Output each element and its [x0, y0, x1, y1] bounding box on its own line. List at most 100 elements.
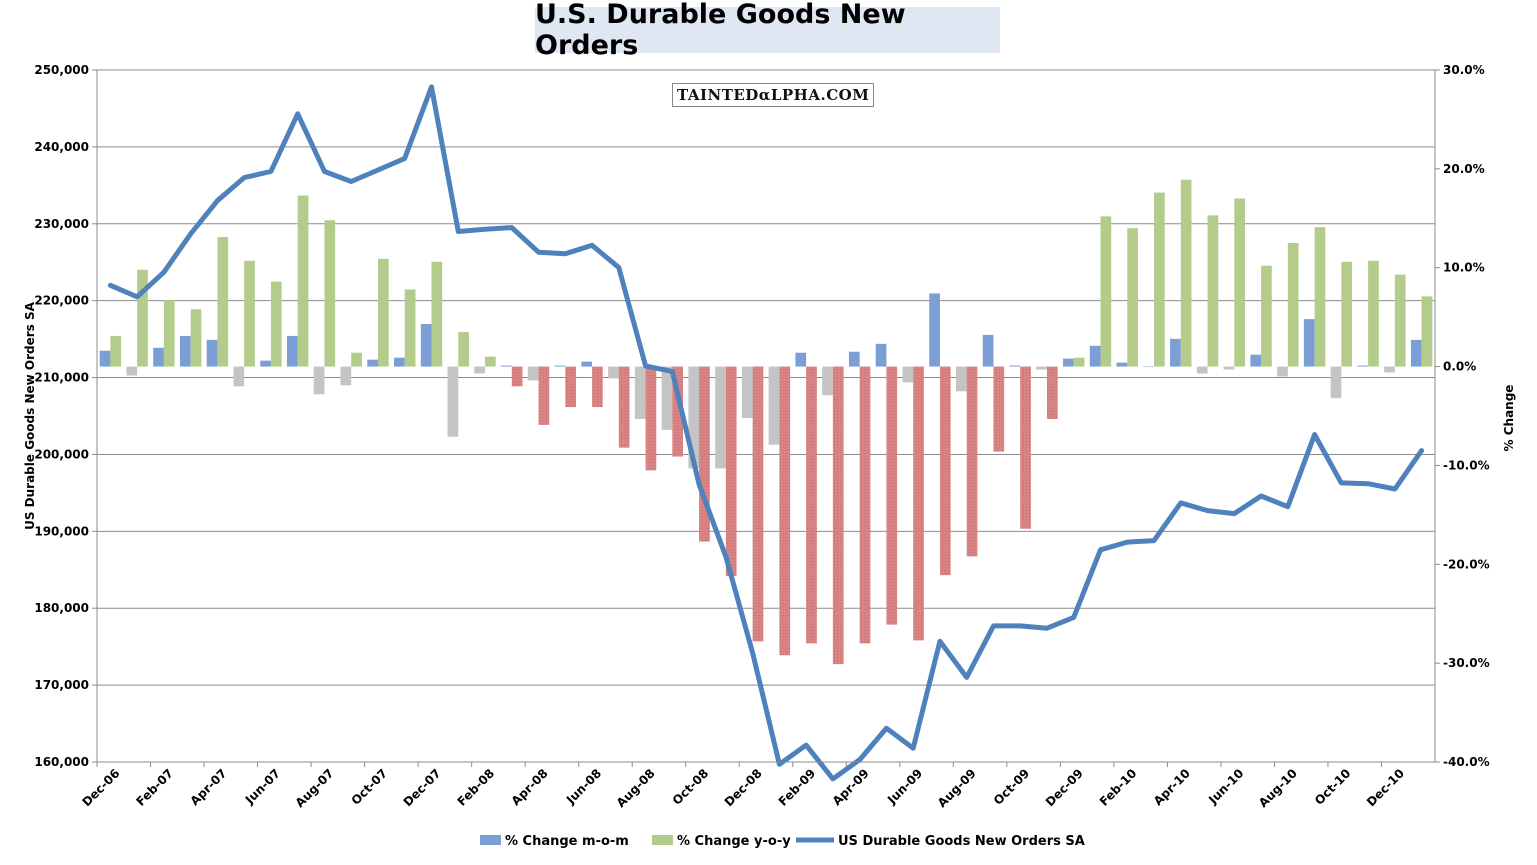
- bar-yoy: [565, 366, 577, 408]
- bar-yoy: [886, 366, 898, 625]
- left-tick-label: 240,000: [34, 140, 89, 154]
- bar-mom: [875, 343, 887, 367]
- bar-mom: [367, 359, 378, 367]
- left-tick-label: 160,000: [34, 755, 89, 769]
- bar-yoy: [618, 366, 630, 448]
- bar-mom: [768, 366, 780, 445]
- bar-yoy: [1020, 366, 1031, 529]
- bar-yoy: [324, 220, 336, 367]
- bar-mom: [286, 335, 298, 367]
- legend-label-yoy: % Change y-o-y: [677, 834, 791, 849]
- bar-mom: [848, 351, 860, 367]
- right-tick-label: 20.0%: [1443, 162, 1485, 176]
- left-tick-label: 170,000: [34, 678, 89, 692]
- x-tick-label: Jun-09: [884, 766, 925, 807]
- bar-yoy: [217, 237, 229, 367]
- x-tick-label: Oct-10: [1312, 766, 1354, 808]
- bar-mom: [1250, 354, 1262, 367]
- bar-mom: [501, 365, 512, 367]
- bar-yoy: [1127, 228, 1138, 367]
- bar-yoy: [1421, 296, 1433, 367]
- bar-yoy: [1100, 216, 1112, 367]
- bar-mom: [822, 366, 833, 396]
- legend-swatch-mom: [480, 835, 501, 845]
- left-tick-label: 190,000: [34, 524, 89, 538]
- bar-yoy: [699, 366, 710, 542]
- x-tick-label: Aug-10: [1256, 766, 1300, 810]
- y2-axis-title: % Change: [1502, 385, 1516, 452]
- x-tick-label: Apr-09: [830, 766, 872, 808]
- x-tick-label: Oct-09: [991, 766, 1033, 808]
- left-tick-label: 250,000: [34, 63, 89, 77]
- bar-mom: [1330, 366, 1342, 399]
- bar-mom: [1116, 362, 1128, 367]
- bar-mom: [1303, 319, 1315, 367]
- bar-mom: [126, 366, 138, 376]
- bar-yoy: [1368, 260, 1379, 367]
- bar-yoy: [1394, 274, 1406, 367]
- bar-yoy: [752, 366, 764, 642]
- gridlines: [97, 69, 1435, 763]
- bar-mom: [1410, 339, 1422, 367]
- x-tick-label: Feb-07: [134, 766, 177, 809]
- bar-mom: [661, 366, 673, 430]
- bar-yoy: [110, 335, 122, 367]
- bar-yoy: [244, 260, 255, 367]
- bar-yoy: [538, 366, 550, 425]
- bar-yoy: [270, 281, 282, 367]
- right-tick-label: 30.0%: [1443, 63, 1485, 77]
- bar-yoy: [806, 366, 817, 644]
- bar-yoy: [592, 366, 603, 408]
- line-series: [107, 84, 1425, 782]
- bar-yoy: [190, 309, 202, 367]
- x-tick-label: Apr-10: [1151, 766, 1193, 808]
- bar-yoy: [1341, 261, 1353, 367]
- x-tick-label: Aug-07: [293, 766, 337, 810]
- right-tick-label: -10.0%: [1443, 458, 1490, 472]
- bar-mom: [1357, 365, 1369, 367]
- bar-yoy: [859, 366, 871, 644]
- left-tick-label: 200,000: [34, 447, 89, 461]
- bar-mom: [1089, 345, 1101, 367]
- bar-mom: [527, 366, 539, 381]
- x-tick-label: Dec-09: [1043, 766, 1086, 809]
- bar-yoy: [939, 366, 951, 576]
- x-tick-label: Jun-10: [1205, 766, 1246, 807]
- bar-mom: [1143, 366, 1155, 368]
- left-tick-label: 220,000: [34, 294, 89, 308]
- bar-mom: [929, 293, 940, 367]
- bar-yoy: [297, 195, 309, 367]
- bar-mom: [447, 366, 459, 437]
- bar-mom: [340, 366, 352, 386]
- bar-mom: [741, 366, 753, 418]
- x-tick-label: Oct-08: [670, 766, 712, 808]
- bar-mom: [153, 347, 164, 367]
- x-tick-label: Feb-10: [1097, 766, 1140, 809]
- right-tick-label: -40.0%: [1443, 755, 1490, 769]
- left-tick-label: 230,000: [34, 217, 89, 231]
- bar-mom: [420, 324, 432, 367]
- legend: % Change m-o-m % Change y-o-y US Durable G…: [480, 834, 1085, 849]
- bar-mom: [715, 366, 726, 469]
- bar-yoy: [1154, 192, 1165, 367]
- bar-yoy: [725, 366, 737, 577]
- bar-mom: [179, 335, 191, 367]
- x-tick-label: Dec-08: [722, 766, 765, 809]
- bar-mom: [902, 366, 914, 383]
- bar-yoy: [137, 269, 148, 367]
- y-axis-title: US Durable Goods New Orders SA: [23, 301, 37, 530]
- bar-mom: [1009, 365, 1021, 367]
- bar-yoy: [1046, 366, 1058, 419]
- bar-yoy: [377, 258, 389, 367]
- right-tick-label: 10.0%: [1443, 261, 1485, 275]
- left-tick-label: 180,000: [34, 601, 89, 615]
- x-tick-label: Jun-07: [242, 766, 283, 807]
- bar-yoy: [404, 289, 416, 367]
- bar-mom: [982, 334, 994, 367]
- bar-yoy: [645, 366, 657, 471]
- bar-mom: [955, 366, 967, 392]
- x-tick-label: Dec-06: [79, 766, 122, 809]
- bar-mom: [688, 366, 700, 469]
